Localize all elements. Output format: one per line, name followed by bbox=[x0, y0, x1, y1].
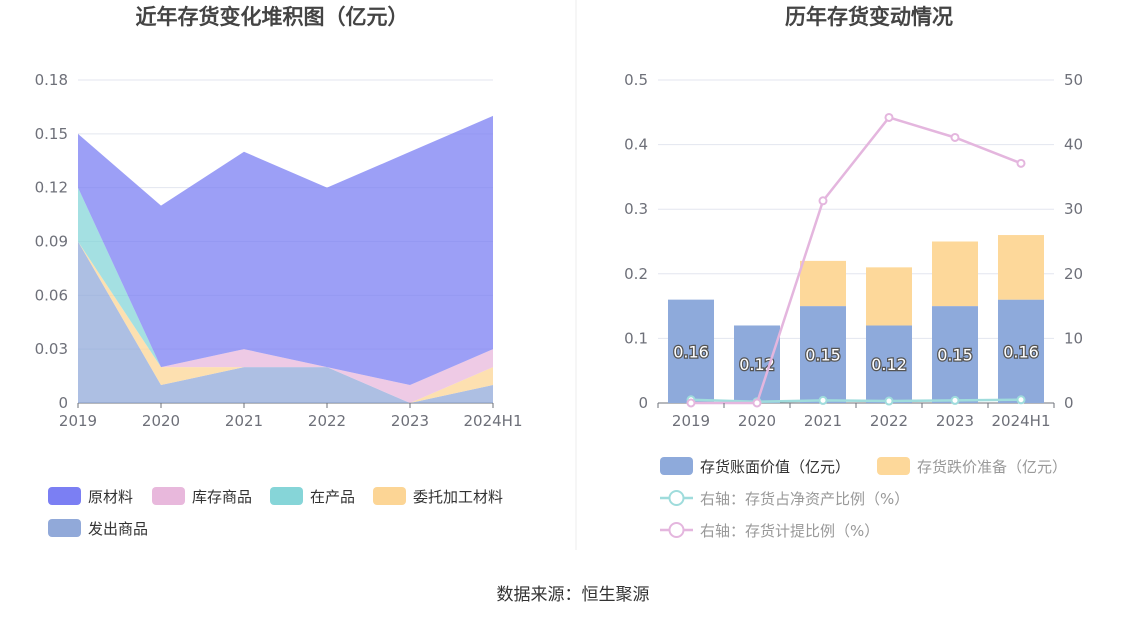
legend-label[interactable]: 在产品 bbox=[310, 488, 355, 506]
left-y-tick-label: 0.06 bbox=[35, 286, 68, 304]
legend-swatch[interactable] bbox=[270, 487, 303, 505]
left-y-axis: 0 0.03 0.06 0.09 0.12 0.15 0.18 bbox=[35, 71, 68, 412]
left-chart-title: 近年存货变化堆积图（亿元） bbox=[136, 5, 409, 29]
right-x-tick-label: 2021 bbox=[804, 412, 842, 430]
right-y-tick-label: 0.3 bbox=[624, 200, 648, 218]
line-point[interactable] bbox=[818, 395, 828, 405]
line-point[interactable] bbox=[950, 132, 960, 142]
right-y2-tick-label: 30 bbox=[1064, 200, 1083, 218]
right-grid bbox=[658, 79, 1054, 404]
bar-impairment[interactable] bbox=[932, 241, 978, 307]
line-series-1 bbox=[691, 116, 1022, 405]
left-y-tick-label: 0.15 bbox=[35, 125, 68, 143]
bar-book-value[interactable] bbox=[800, 306, 846, 403]
bar-book-value[interactable] bbox=[932, 306, 978, 403]
bar-impairment[interactable] bbox=[998, 235, 1044, 300]
left-areas bbox=[78, 115, 493, 403]
right-x-tick-label: 2022 bbox=[870, 412, 908, 430]
left-x-tick-label: 2023 bbox=[391, 412, 429, 430]
left-y-tick-label: 0 bbox=[58, 394, 68, 412]
area-库存商品 bbox=[78, 187, 493, 403]
right-legend: 存货账面价值（亿元） 存货跌价准备（亿元） 右轴：存货占净资产比例（%） 右轴：存货计… bbox=[660, 457, 1067, 540]
left-y-tick-label: 0.09 bbox=[35, 233, 68, 251]
right-y-tick-label: 0.1 bbox=[624, 329, 648, 347]
left-x-tick-label: 2024H1 bbox=[464, 412, 523, 430]
bar-book-value[interactable] bbox=[668, 299, 714, 403]
line-point[interactable] bbox=[752, 398, 762, 408]
bar-value-label: 0.12 bbox=[871, 355, 907, 374]
left-y-tick-label: 0.18 bbox=[35, 71, 68, 89]
bar-impairment[interactable] bbox=[866, 267, 912, 326]
line-point[interactable] bbox=[1016, 158, 1026, 168]
bar-book-value[interactable] bbox=[734, 325, 780, 403]
legend-line-marker[interactable] bbox=[668, 522, 685, 538]
left-y-tick-label: 0.03 bbox=[35, 340, 68, 358]
legend-label[interactable]: 库存商品 bbox=[192, 488, 252, 506]
legend-swatch[interactable] bbox=[660, 457, 693, 475]
right-y2-tick-label: 10 bbox=[1064, 329, 1083, 347]
right-y2-tick-label: 50 bbox=[1064, 71, 1083, 89]
right-x-tick-label: 2019 bbox=[672, 412, 710, 430]
right-y2-tick-label: 20 bbox=[1064, 265, 1083, 283]
legend-swatch[interactable] bbox=[48, 487, 81, 505]
legend-swatch[interactable] bbox=[152, 487, 185, 505]
bar-value-label: 0.16 bbox=[673, 342, 709, 361]
right-x-axis: 2019 2020 2021 2022 2023 2024H1 bbox=[657, 403, 1055, 430]
legend-swatch[interactable] bbox=[373, 487, 406, 505]
legend-swatch[interactable] bbox=[48, 519, 81, 537]
legend-label[interactable]: 存货账面价值（亿元） bbox=[700, 458, 850, 476]
legend-label[interactable]: 委托加工材料 bbox=[413, 488, 503, 506]
right-bars: 0.160.120.150.120.15 0.16 bbox=[668, 235, 1044, 403]
right-y2-tick-label: 40 bbox=[1064, 136, 1083, 154]
left-x-tick-label: 2021 bbox=[225, 412, 263, 430]
line-point[interactable] bbox=[818, 196, 828, 206]
right-y2-tick-label: 0 bbox=[1064, 394, 1074, 412]
right-y-axis-left: 0 0.1 0.2 0.3 0.4 0.5 bbox=[624, 71, 648, 412]
legend-swatch[interactable] bbox=[877, 457, 910, 475]
line-point[interactable] bbox=[950, 395, 960, 405]
legend-label[interactable]: 存货跌价准备（亿元） bbox=[917, 458, 1067, 476]
left-y-tick-label: 0.12 bbox=[35, 179, 68, 197]
right-lines bbox=[686, 112, 1026, 408]
line-point[interactable] bbox=[686, 398, 696, 408]
area-原材料 bbox=[78, 115, 493, 386]
area-发出商品 bbox=[78, 241, 493, 403]
right-y-tick-label: 0.5 bbox=[624, 71, 648, 89]
right-x-tick-label: 2024H1 bbox=[992, 412, 1051, 430]
right-y-tick-label: 0 bbox=[638, 394, 648, 412]
bar-book-value[interactable] bbox=[866, 325, 912, 403]
bar-value-label: 0.15 bbox=[805, 346, 841, 365]
right-y-tick-label: 0.4 bbox=[624, 136, 648, 154]
right-x-tick-label: 2023 bbox=[936, 412, 974, 430]
data-source: 数据来源：恒生聚源 bbox=[497, 585, 650, 605]
legend-line-marker[interactable] bbox=[668, 490, 685, 506]
legend-label[interactable]: 右轴：存货计提比例（%） bbox=[700, 522, 879, 540]
line-point[interactable] bbox=[884, 396, 894, 406]
area-委托加工材料 bbox=[78, 241, 493, 403]
right-y-tick-label: 0.2 bbox=[624, 265, 648, 283]
line-series-0 bbox=[690, 398, 1022, 403]
left-x-tick-label: 2022 bbox=[308, 412, 346, 430]
bar-value-label: 0.16 bbox=[1003, 342, 1039, 361]
left-x-tick-label: 2020 bbox=[142, 412, 180, 430]
left-x-tick-label: 2019 bbox=[59, 412, 97, 430]
line-point[interactable] bbox=[1016, 395, 1026, 405]
right-x-tick-label: 2020 bbox=[738, 412, 776, 430]
bar-value-label: 0.15 bbox=[937, 346, 973, 365]
line-point[interactable] bbox=[884, 112, 894, 122]
right-y-axis-right: 0 10 20 30 40 50 bbox=[1064, 71, 1083, 412]
left-x-axis: 2019 2020 2021 2022 2023 2024H1 bbox=[59, 403, 523, 430]
legend-label[interactable]: 原材料 bbox=[88, 488, 133, 506]
legend-label[interactable]: 发出商品 bbox=[88, 520, 148, 538]
right-chart-title: 历年存货变动情况 bbox=[785, 5, 953, 29]
bar-book-value[interactable] bbox=[998, 299, 1044, 403]
legend-label[interactable]: 右轴：存货占净资产比例（%） bbox=[700, 490, 909, 508]
bar-impairment[interactable] bbox=[800, 260, 846, 307]
